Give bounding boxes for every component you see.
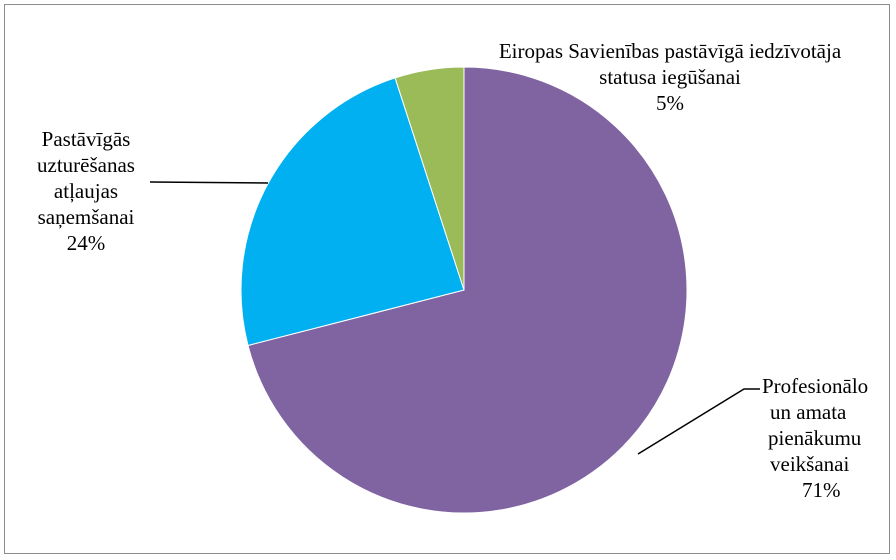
label-line: un amata [770, 400, 847, 424]
slice-label-professional: Profesionālo un amata pienākumu veikšana… [744, 373, 896, 503]
slice-label-eu-resident: Eiropas Savienības pastāvīgā iedzīvotāja… [450, 38, 890, 116]
label-line: saņemšanai [37, 205, 135, 229]
label-line: Eiropas Savienības pastāvīgā iedzīvotāja [498, 39, 842, 63]
label-line: statusa iegūšanai [599, 65, 741, 89]
label-line: Pastāvīgās [41, 127, 131, 151]
percent-label: 5% [656, 91, 684, 115]
leader-lines [149, 181, 760, 455]
label-line: veikšanai [770, 452, 850, 476]
percent-label: 71% [802, 478, 841, 502]
label-line: atļaujas [53, 179, 119, 203]
leader-line-permanent-residence [149, 181, 269, 184]
label-line: Profesionālo [762, 374, 869, 398]
pie-slice-permanent-residence [240, 77, 465, 347]
label-line: uzturēšanas [37, 153, 135, 177]
label-line: pienākumu [768, 426, 862, 450]
percent-label: 24% [66, 231, 106, 255]
pie-slices [240, 66, 688, 514]
slice-label-permanent-residence: Pastāvīgās uzturēšanas atļaujas saņemšan… [16, 126, 156, 256]
leader-line-professional [637, 388, 760, 455]
pie-slice-professional [247, 66, 688, 514]
pie-slice-eu-resident [394, 66, 465, 291]
